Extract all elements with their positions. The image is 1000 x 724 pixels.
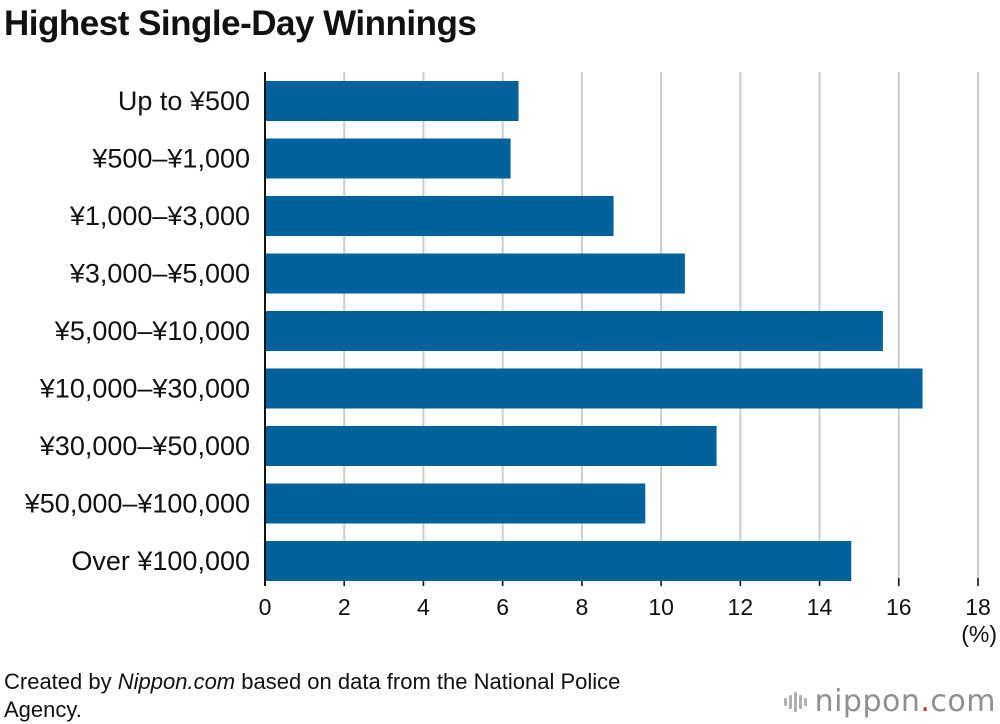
category-labels: Up to ¥500 ¥500–¥1,000 ¥1,000–¥3,000 ¥3,000… — [24, 86, 250, 576]
logo-wordmark: nippon.com — [815, 684, 996, 719]
logo-mark-icon — [783, 691, 807, 713]
category-label: ¥1,000–¥3,000 — [69, 201, 250, 231]
unit-label: (%) — [961, 621, 997, 647]
x-tick-label: 16 — [886, 594, 912, 620]
bar — [265, 253, 685, 294]
x-tick-label: 6 — [496, 594, 509, 620]
category-label: ¥3,000–¥5,000 — [69, 259, 250, 289]
category-label: ¥10,000–¥30,000 — [39, 374, 250, 404]
x-tick-label: 12 — [728, 594, 754, 620]
category-label: ¥30,000–¥50,000 — [39, 431, 250, 461]
category-label: ¥500–¥1,000 — [91, 144, 250, 174]
category-label: ¥5,000–¥10,000 — [54, 316, 250, 346]
bars — [265, 81, 923, 581]
x-tick-label: 14 — [807, 594, 833, 620]
source-credit: Created by Nippon.com based on data from… — [4, 668, 664, 724]
x-tick-label: 10 — [648, 594, 674, 620]
credit-prefix: Created by — [4, 669, 118, 694]
logo-tld: com — [930, 684, 996, 719]
bar — [265, 138, 511, 179]
category-label: ¥50,000–¥100,000 — [24, 489, 250, 519]
credit-source-name: Nippon.com — [117, 669, 236, 694]
bar — [265, 196, 614, 236]
bar — [265, 426, 717, 466]
bar — [265, 541, 852, 581]
x-tick-labels: 0 2 4 6 8 10 12 14 16 18 — [259, 594, 991, 620]
x-tick-label: 8 — [575, 594, 588, 620]
bar — [265, 483, 646, 524]
bar — [265, 311, 883, 351]
chart-title: Highest Single-Day Winnings — [4, 4, 477, 43]
logo-name: nippon — [814, 684, 921, 719]
category-label: Over ¥100,000 — [71, 546, 250, 576]
x-tick-label: 18 — [965, 594, 991, 620]
bar — [265, 81, 519, 121]
credit-suffix: based on data from the National Police A… — [4, 669, 621, 722]
logo-dot: . — [920, 684, 931, 719]
x-tick-label: 0 — [259, 594, 272, 620]
x-tick-label: 2 — [338, 594, 351, 620]
nippon-logo: nippon.com — [783, 684, 996, 719]
bar-chart: Up to ¥500 ¥500–¥1,000 ¥1,000–¥3,000 ¥3,000… — [24, 72, 997, 647]
bar — [265, 368, 923, 409]
x-tick-label: 4 — [417, 594, 430, 620]
category-label: Up to ¥500 — [118, 86, 250, 116]
